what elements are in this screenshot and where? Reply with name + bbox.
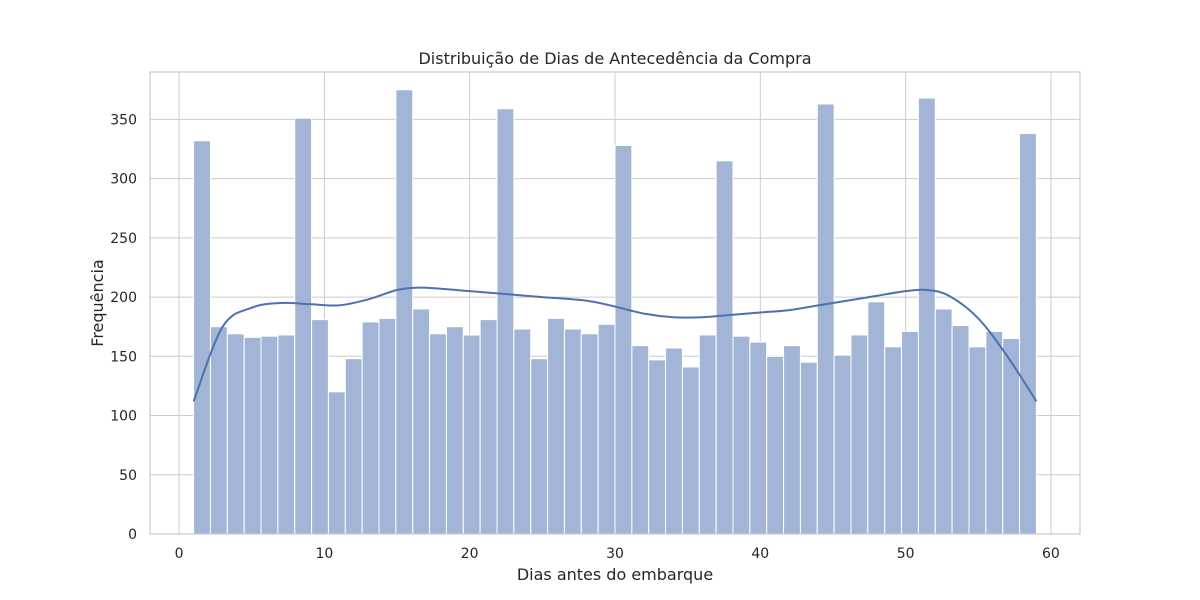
x-tick-label: 0 [175, 546, 184, 562]
histogram-bar [985, 330, 1004, 535]
histogram-bar [749, 341, 768, 535]
histogram-bar [327, 391, 346, 535]
histogram-bar [530, 358, 549, 535]
histogram-bar [513, 328, 532, 535]
kde-line [192, 286, 1038, 402]
x-tick-label: 10 [315, 546, 333, 562]
histogram-bar [833, 354, 852, 535]
x-tick-label: 60 [1042, 546, 1060, 562]
histogram-bar [968, 346, 987, 535]
histogram-bar [226, 333, 245, 535]
histogram-bar [951, 325, 970, 535]
histogram-bar [563, 328, 582, 535]
histogram-bar [344, 358, 363, 535]
histogram-bar [361, 321, 380, 535]
histogram-bars [193, 89, 1037, 535]
histogram-bar [462, 334, 481, 535]
histogram-bar [766, 355, 785, 535]
histogram-bar [193, 140, 211, 535]
histogram-bar [934, 308, 953, 535]
histogram-bar [445, 326, 464, 535]
histogram-bar [412, 308, 431, 535]
histogram-bar [496, 108, 515, 535]
histogram-bar [816, 103, 835, 535]
chart-title: Distribuição de Dias de Antecedência da … [418, 49, 811, 68]
histogram-bar [799, 361, 818, 535]
tick-labels: 0 10 20 30 40 50 60 0 50 100 150 200 250 300 350 [110, 112, 1060, 562]
histogram-bar [614, 144, 633, 535]
histogram-bar [378, 317, 397, 535]
x-tick-label: 30 [606, 546, 624, 562]
y-tick-label: 150 [110, 349, 137, 365]
y-tick-label: 350 [110, 112, 137, 128]
histogram-bar [260, 335, 279, 535]
histogram-bar [395, 89, 414, 535]
histogram-bar [209, 326, 228, 535]
histogram-bar [311, 319, 329, 535]
histogram-bar [715, 160, 734, 535]
y-axis-label: Frequência [88, 259, 107, 346]
x-tick-label: 20 [461, 546, 479, 562]
histogram-bar [698, 334, 717, 535]
histogram-bar [547, 317, 565, 535]
x-axis-label: Dias antes do embarque [517, 565, 713, 584]
y-tick-label: 50 [119, 468, 137, 484]
y-tick-label: 250 [110, 231, 137, 247]
histogram-bar [783, 345, 801, 535]
histogram-bar [665, 347, 683, 535]
histogram-bar [631, 345, 650, 535]
histogram-bar [850, 334, 869, 535]
y-tick-label: 100 [110, 409, 137, 425]
histogram-bar [294, 117, 313, 535]
histogram-bar [580, 333, 599, 535]
y-tick-label: 0 [128, 527, 137, 543]
histogram-bar [243, 336, 262, 535]
histogram-bar [429, 333, 447, 535]
histogram-bar [901, 330, 919, 535]
histogram-bar [867, 301, 886, 535]
x-tick-label: 40 [751, 546, 769, 562]
histogram-bar [648, 359, 667, 535]
histogram-bar [884, 346, 903, 535]
y-tick-label: 300 [110, 172, 137, 188]
y-tick-label: 200 [110, 290, 137, 306]
histogram-bar [1019, 133, 1037, 535]
x-tick-label: 50 [897, 546, 915, 562]
histogram-bar [917, 97, 936, 535]
plot-frame [149, 71, 1081, 535]
histogram-bar [597, 323, 616, 535]
histogram-bar [1002, 338, 1021, 535]
histogram-bar [277, 334, 296, 535]
histogram-bar [732, 335, 751, 535]
histogram-bar [681, 366, 700, 535]
histogram-bar [479, 319, 498, 535]
